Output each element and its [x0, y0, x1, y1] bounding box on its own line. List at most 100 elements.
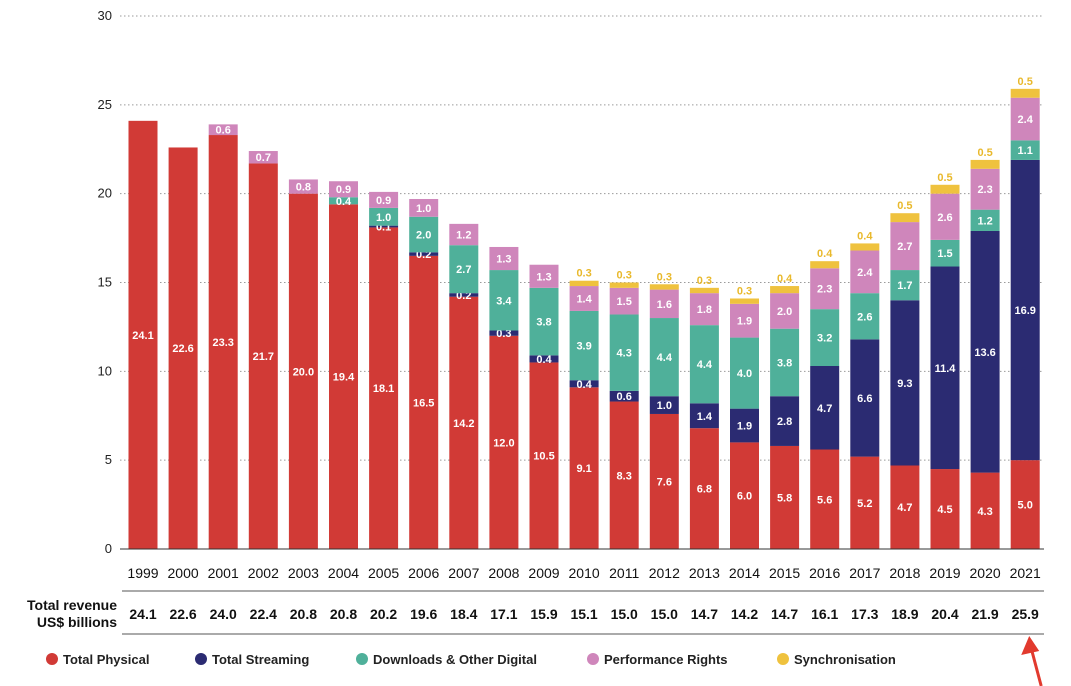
- data-label: 0.3: [657, 271, 672, 283]
- data-label: 0.5: [1018, 76, 1033, 88]
- total-value: 20.2: [370, 606, 397, 622]
- total-value: 15.1: [570, 606, 597, 622]
- bar-segment: [770, 293, 800, 329]
- data-label: 0.5: [897, 200, 912, 212]
- bar-segment: [649, 284, 679, 290]
- bar-segment: [930, 193, 960, 240]
- data-label: 9.1: [576, 463, 591, 475]
- legend-label: Synchronisation: [794, 652, 896, 667]
- data-label: 5.2: [857, 498, 872, 510]
- legend-swatch: [356, 653, 368, 665]
- bar-segment: [609, 287, 639, 315]
- data-label: 1.8: [697, 304, 712, 316]
- data-label: 1.7: [897, 280, 912, 292]
- data-label: 1.9: [737, 421, 752, 433]
- data-label: 6.6: [857, 393, 872, 405]
- bar-segment: [850, 243, 880, 251]
- total-value: 25.9: [1012, 606, 1039, 622]
- bar-segment: [649, 396, 679, 414]
- bar-segment: [569, 286, 599, 311]
- legend-label: Downloads & Other Digital: [373, 652, 537, 667]
- x-tick-label: 2001: [208, 565, 239, 581]
- bar-segment: [128, 120, 158, 549]
- data-label: 0.9: [376, 195, 391, 207]
- data-label: 18.1: [373, 383, 394, 395]
- bar-segment: [1010, 97, 1040, 141]
- x-tick-label: 2015: [769, 565, 800, 581]
- data-label: 0.3: [496, 328, 511, 340]
- data-label: 2.3: [977, 184, 992, 196]
- data-label: 2.6: [857, 311, 872, 323]
- bar-segment: [810, 449, 840, 549]
- total-value: 21.9: [971, 606, 998, 622]
- bar-segment: [930, 469, 960, 549]
- data-label: 10.5: [533, 451, 554, 463]
- bar-segment: [609, 390, 639, 402]
- arrow-shaft: [1030, 651, 1043, 686]
- x-tick-label: 1999: [127, 565, 158, 581]
- x-tick-label: 2019: [929, 565, 960, 581]
- data-label: 2.0: [777, 306, 792, 318]
- data-label: 4.4: [657, 352, 673, 364]
- bar-segment: [529, 264, 559, 288]
- data-label: 0.5: [977, 147, 992, 159]
- totals-label-line2: US$ billions: [37, 614, 117, 630]
- data-label: 9.3: [897, 378, 912, 390]
- y-tick-label: 25: [98, 97, 112, 112]
- bar-segment: [449, 245, 479, 294]
- data-label: 4.3: [617, 348, 632, 360]
- data-label: 4.0: [737, 368, 752, 380]
- bar-segment: [609, 282, 639, 288]
- bar-segment: [609, 314, 639, 391]
- x-tick-label: 2000: [168, 565, 199, 581]
- data-label: 8.3: [617, 470, 632, 482]
- bar-segment: [689, 293, 719, 326]
- x-tick-label: 2007: [448, 565, 479, 581]
- bar-segment: [489, 335, 519, 549]
- bar-segment: [970, 209, 1000, 231]
- data-label: 0.3: [737, 285, 752, 297]
- total-value: 19.6: [410, 606, 437, 622]
- data-label: 12.0: [493, 437, 514, 449]
- x-tick-label: 2002: [248, 565, 279, 581]
- total-value: 16.1: [811, 606, 838, 622]
- total-value: 22.4: [250, 606, 277, 622]
- legend-swatch: [777, 653, 789, 665]
- total-value: 14.2: [731, 606, 758, 622]
- legend-swatch: [46, 653, 58, 665]
- x-tick-label: 2021: [1010, 565, 1041, 581]
- data-label: 4.5: [937, 504, 952, 516]
- legend-swatch: [587, 653, 599, 665]
- data-label: 6.0: [737, 491, 752, 503]
- data-label: 20.0: [293, 366, 314, 378]
- data-label: 19.4: [333, 372, 355, 384]
- bar-segment: [449, 296, 479, 549]
- total-value: 17.3: [851, 606, 878, 622]
- data-label: 0.7: [256, 152, 271, 164]
- data-label: 14.2: [453, 418, 474, 430]
- data-label: 4.7: [817, 403, 832, 415]
- bar-segment: [369, 207, 399, 226]
- bar-segment: [409, 252, 439, 256]
- x-tick-label: 2006: [408, 565, 439, 581]
- bar-segment: [970, 159, 1000, 169]
- data-label: 5.8: [777, 492, 792, 504]
- annotation-arrow: [1021, 636, 1043, 686]
- bar-segment: [529, 362, 559, 549]
- total-value: 15.0: [611, 606, 638, 622]
- data-label: 0.5: [937, 172, 952, 184]
- bar-segment: [168, 147, 198, 549]
- bar-segment: [890, 300, 920, 466]
- bar-segment: [369, 191, 399, 208]
- legend-swatch: [195, 653, 207, 665]
- y-tick-label: 0: [105, 541, 112, 556]
- bar-segment: [810, 261, 840, 269]
- bar-segment: [810, 366, 840, 450]
- total-value: 22.6: [169, 606, 196, 622]
- bar-segment: [329, 204, 358, 549]
- bar-segment: [810, 309, 840, 367]
- bar-segment: [369, 225, 399, 228]
- bar-segment: [489, 246, 519, 271]
- bar-segment: [730, 337, 759, 409]
